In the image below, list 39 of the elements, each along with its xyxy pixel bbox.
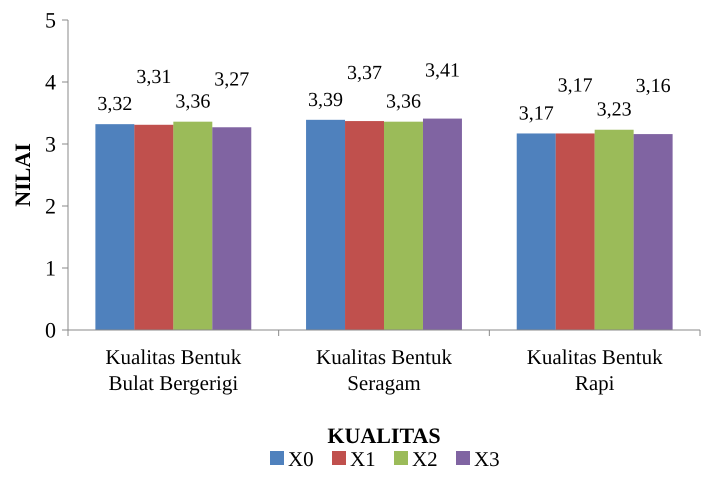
data-label: 3,36 [175,90,210,113]
bar [384,122,423,330]
bar [556,133,595,330]
legend-label: X2 [412,447,438,471]
data-label: 3,32 [97,93,132,116]
legend-label: X1 [350,447,376,471]
data-label: 3,16 [636,75,671,98]
bar [134,124,174,330]
data-label: 3,41 [424,60,460,82]
data-label: 3,37 [347,62,382,84]
y-tick-label: 1 [45,256,56,281]
data-label: 3,23 [596,98,632,121]
bar [516,133,556,330]
bar [212,127,252,330]
bar [634,134,673,330]
bar [345,121,384,330]
data-label: 3,36 [386,90,421,113]
data-label: 3,17 [518,102,554,124]
data-label: 3,39 [308,88,344,111]
bar [173,122,212,330]
legend-label: X0 [288,447,314,471]
data-label: 3,31 [136,66,172,88]
x-tick-label: Kualitas Bentuk Bulat Bergerigi [105,345,242,395]
x-tick-label: Kualitas Bentuk Rapi [526,345,664,395]
data-label: 3,27 [214,68,250,90]
bar [306,120,346,330]
data-label: 3,17 [558,74,593,96]
y-tick-label: 2 [45,194,56,219]
legend-label: X3 [474,447,500,471]
x-tick-label: Kualitas Bentuk Seragam [316,345,452,395]
y-tick-label: 4 [45,70,56,95]
bar [422,118,462,330]
bar [95,124,134,330]
y-tick-label: 5 [45,8,56,33]
y-axis-title: NILAI [10,143,35,207]
y-tick-label: 3 [45,132,56,157]
x-axis-title: KUALITAS [327,423,441,448]
y-tick-label: 0 [45,318,56,343]
bar [594,130,634,330]
